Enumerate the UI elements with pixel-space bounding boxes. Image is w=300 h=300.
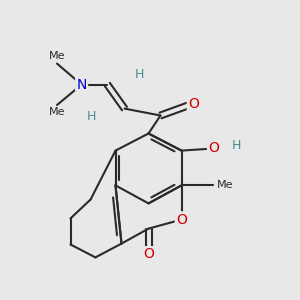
Text: Me: Me [49, 51, 65, 61]
Text: O: O [208, 142, 219, 155]
Text: H: H [232, 139, 241, 152]
Text: O: O [143, 248, 154, 261]
Text: Me: Me [217, 180, 233, 190]
Text: N: N [76, 78, 87, 92]
Text: H: H [87, 110, 96, 124]
Text: O: O [176, 213, 187, 226]
Text: Me: Me [49, 107, 65, 117]
Text: H: H [135, 68, 144, 81]
Text: O: O [188, 97, 199, 110]
